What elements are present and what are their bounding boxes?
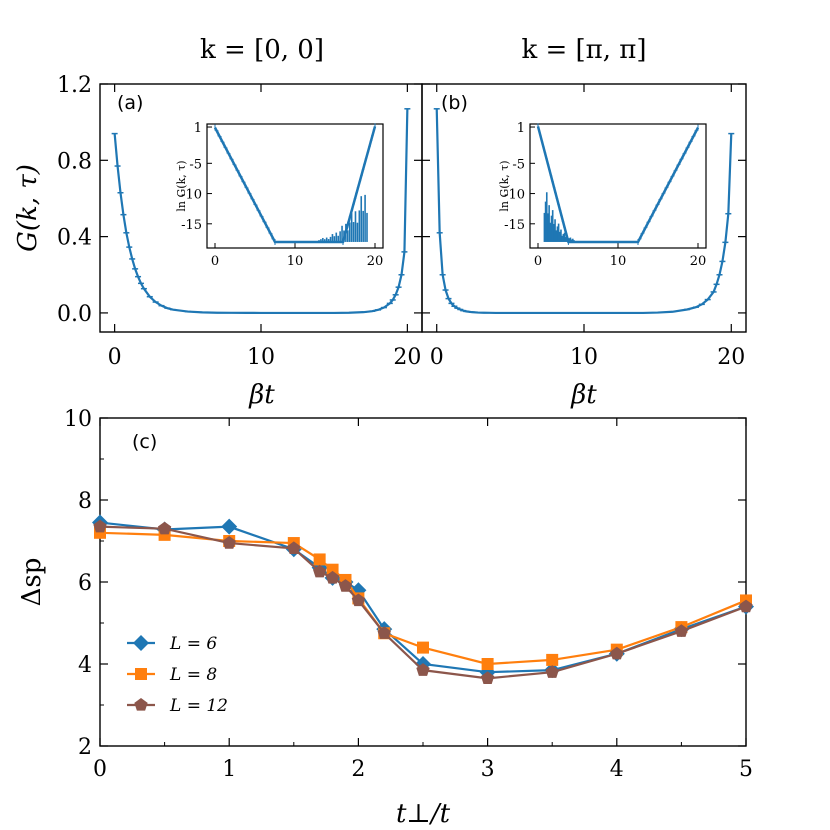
inset-x-tick-label: 20 xyxy=(690,254,707,269)
data-point xyxy=(326,563,339,576)
data-point xyxy=(351,593,366,607)
x-tick-label: 0 xyxy=(108,345,122,370)
legend-marker xyxy=(133,635,149,651)
data-point xyxy=(674,624,689,637)
panel-c-label: (c) xyxy=(132,431,157,453)
panel-b-inset-frame xyxy=(529,123,707,249)
panel-a: k = [0, 0] (a) βt G(k, τ) 0 10 200.00.40.8… xyxy=(13,35,423,410)
inset-y-tick-label: -15 xyxy=(181,218,202,233)
data-point xyxy=(313,553,326,566)
series-3 xyxy=(93,519,753,685)
x-tick-label: 0 xyxy=(430,345,444,370)
x-tick-label: 10 xyxy=(247,345,275,370)
legend-marker xyxy=(134,698,148,711)
x-tick-label: 2 xyxy=(351,757,365,782)
inset-x-tick-label: 20 xyxy=(367,254,384,269)
data-point xyxy=(377,626,391,639)
inset-y-tick-label: -5 xyxy=(512,157,525,172)
inset-x-tick-label: 0 xyxy=(211,254,219,269)
inset-x-tick-label: 10 xyxy=(287,254,304,269)
data-point xyxy=(93,519,107,533)
inset-y-tick-label: -15 xyxy=(504,218,525,233)
data-point xyxy=(546,653,559,666)
data-point xyxy=(417,641,429,654)
panel-b-label: (b) xyxy=(441,92,468,114)
y-tick-label: 6 xyxy=(78,571,92,596)
data-line xyxy=(113,108,409,315)
panel-b-inset-ylabel: ln G(k, τ) xyxy=(498,160,511,211)
y-tick-label: 0.4 xyxy=(57,226,92,251)
inset-y-tick-label: 1 xyxy=(194,121,202,136)
x-tick-label: 3 xyxy=(481,757,495,782)
x-tick-label: 20 xyxy=(717,345,745,370)
data-point xyxy=(481,658,494,670)
x-tick-label: 4 xyxy=(610,757,624,782)
data-point xyxy=(610,646,624,660)
y-tick-label: 10 xyxy=(64,407,92,432)
x-tick-label: 1 xyxy=(222,757,236,782)
y-tick-label: 0.0 xyxy=(57,302,92,327)
data-point xyxy=(325,570,340,584)
inset-x-tick-label: 0 xyxy=(534,254,542,269)
data-point xyxy=(416,663,430,676)
x-tick-label: 10 xyxy=(570,345,598,370)
panel-a-title: k = [0, 0] xyxy=(200,35,324,65)
panel-a-xlabel: βt xyxy=(248,380,275,410)
x-tick-label: 20 xyxy=(393,345,421,370)
inset-y-tick-label: -5 xyxy=(189,157,202,172)
panel-c-xlabel: t⊥/t xyxy=(396,799,451,829)
data-point xyxy=(338,579,353,592)
inset-y-tick-label: -10 xyxy=(181,188,202,203)
y-tick-label: 8 xyxy=(78,489,92,514)
panel-b-xlabel: βt xyxy=(570,380,597,410)
data-point xyxy=(739,599,753,613)
series-line xyxy=(99,525,747,680)
panel-b: k = [π, π] (b) βt 0 10 20 ln G(k, τ) 0 10 20… xyxy=(421,35,747,410)
legend-marker xyxy=(135,668,147,680)
data-point xyxy=(221,518,238,535)
data-point xyxy=(312,564,327,578)
legend-label: L = 8 xyxy=(169,665,217,685)
data-point xyxy=(287,541,301,555)
data-point xyxy=(157,521,172,535)
y-tick-label: 4 xyxy=(78,653,92,678)
panel-c: (c) t⊥/t Δsp 0 1 2 3 4 5 2 4 6 8 10 L = 6 L = 8 L = … xyxy=(17,407,754,829)
panel-a-label: (a) xyxy=(117,92,143,114)
panel-a-inset-ylabel: ln G(k, τ) xyxy=(175,160,188,211)
inset-y-tick-label: -10 xyxy=(504,188,525,203)
inset-x-tick-label: 10 xyxy=(610,254,627,269)
data-point xyxy=(545,665,559,678)
y-tick-label: 1.2 xyxy=(57,73,92,98)
x-tick-label: 0 xyxy=(93,757,107,782)
legend-label: L = 12 xyxy=(169,696,228,716)
inset-y-tick-label: 1 xyxy=(517,121,525,136)
y-tick-label: 0.8 xyxy=(57,149,92,174)
panel-c-ylabel: Δsp xyxy=(17,558,47,607)
x-tick-label: 5 xyxy=(739,757,753,782)
data-point xyxy=(222,536,236,549)
panel-b-title: k = [π, π] xyxy=(521,35,646,65)
data-point xyxy=(480,671,495,685)
y-tick-label: 2 xyxy=(78,735,92,760)
series-1 xyxy=(92,514,754,681)
panel-a-ylabel: G(k, τ) xyxy=(13,164,43,252)
legend-label: L = 6 xyxy=(169,634,217,654)
